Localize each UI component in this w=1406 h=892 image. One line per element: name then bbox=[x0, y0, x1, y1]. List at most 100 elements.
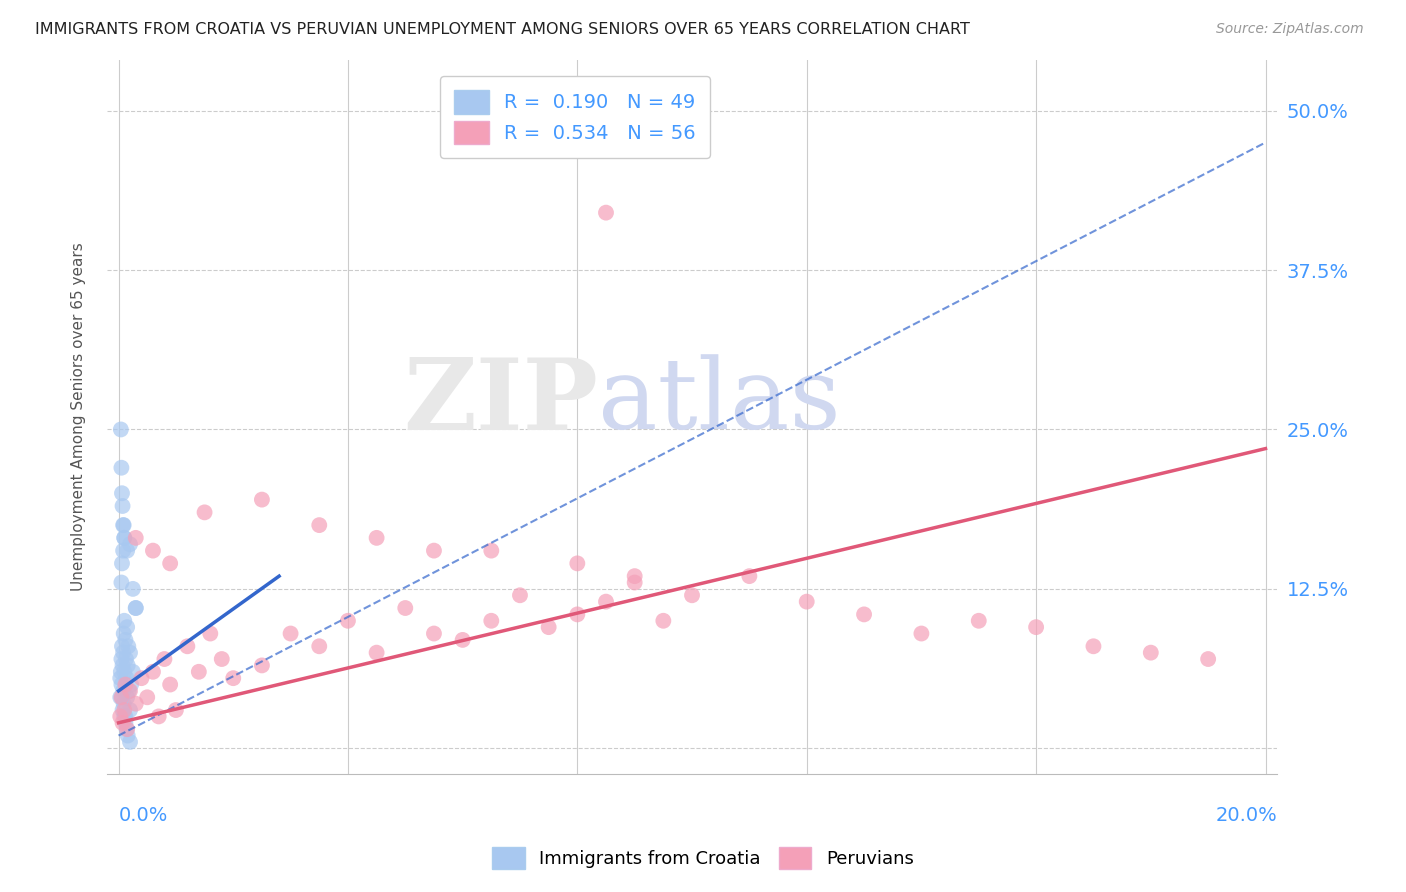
Point bbox=[111, 715, 134, 730]
Point bbox=[125, 531, 148, 545]
Point bbox=[537, 620, 560, 634]
Point bbox=[623, 569, 645, 583]
Point bbox=[131, 671, 153, 685]
Point bbox=[110, 671, 132, 685]
Point bbox=[111, 557, 134, 571]
Point bbox=[136, 690, 159, 705]
Point bbox=[200, 626, 222, 640]
Point bbox=[336, 614, 359, 628]
Point bbox=[115, 652, 138, 666]
Point bbox=[479, 543, 502, 558]
Point bbox=[110, 709, 132, 723]
Point bbox=[853, 607, 876, 622]
Point bbox=[112, 684, 135, 698]
Point bbox=[122, 582, 145, 596]
Point bbox=[595, 594, 617, 608]
Point bbox=[112, 518, 135, 533]
Point bbox=[111, 486, 134, 500]
Point bbox=[187, 665, 209, 679]
Point bbox=[567, 607, 589, 622]
Point bbox=[110, 422, 132, 436]
Point bbox=[125, 601, 148, 615]
Point bbox=[111, 499, 134, 513]
Point bbox=[118, 735, 141, 749]
Point bbox=[681, 588, 703, 602]
Point bbox=[112, 697, 135, 711]
Point bbox=[595, 205, 617, 219]
Point bbox=[114, 632, 136, 647]
Point bbox=[222, 671, 245, 685]
Point bbox=[115, 722, 138, 736]
Point bbox=[366, 531, 388, 545]
Point bbox=[115, 671, 138, 685]
Point bbox=[125, 697, 148, 711]
Text: Source: ZipAtlas.com: Source: ZipAtlas.com bbox=[1216, 22, 1364, 37]
Point bbox=[115, 543, 138, 558]
Y-axis label: Unemployment Among Seniors over 65 years: Unemployment Among Seniors over 65 years bbox=[72, 243, 86, 591]
Point bbox=[112, 626, 135, 640]
Point bbox=[118, 684, 141, 698]
Point bbox=[193, 505, 215, 519]
Point bbox=[111, 690, 134, 705]
Point bbox=[110, 575, 132, 590]
Point bbox=[115, 620, 138, 634]
Point bbox=[1025, 620, 1047, 634]
Point bbox=[153, 652, 176, 666]
Point bbox=[308, 518, 330, 533]
Point bbox=[114, 715, 136, 730]
Point bbox=[1083, 640, 1105, 654]
Point bbox=[112, 703, 135, 717]
Point bbox=[738, 569, 761, 583]
Point bbox=[159, 677, 181, 691]
Point bbox=[967, 614, 990, 628]
Point bbox=[115, 690, 138, 705]
Point bbox=[112, 518, 135, 533]
Point bbox=[114, 677, 136, 691]
Point bbox=[112, 543, 135, 558]
Point bbox=[112, 531, 135, 545]
Point bbox=[567, 557, 589, 571]
Point bbox=[120, 677, 142, 691]
Point bbox=[652, 614, 675, 628]
Point bbox=[110, 665, 132, 679]
Point bbox=[159, 557, 181, 571]
Point bbox=[110, 652, 132, 666]
Point bbox=[142, 665, 165, 679]
Point bbox=[394, 601, 416, 615]
Point bbox=[112, 709, 135, 723]
Point bbox=[142, 543, 165, 558]
Point bbox=[910, 626, 932, 640]
Point bbox=[112, 614, 135, 628]
Point bbox=[118, 684, 141, 698]
Point bbox=[366, 646, 388, 660]
Point bbox=[165, 703, 187, 717]
Point bbox=[250, 658, 273, 673]
Point bbox=[125, 601, 148, 615]
Legend: R =  0.190   N = 49, R =  0.534   N = 56: R = 0.190 N = 49, R = 0.534 N = 56 bbox=[440, 77, 710, 158]
Text: ZIP: ZIP bbox=[404, 354, 599, 451]
Point bbox=[117, 640, 139, 654]
Point bbox=[117, 658, 139, 673]
Point bbox=[118, 646, 141, 660]
Point bbox=[423, 543, 446, 558]
Point bbox=[112, 665, 135, 679]
Point bbox=[111, 658, 134, 673]
Point bbox=[280, 626, 302, 640]
Point bbox=[308, 640, 330, 654]
Point bbox=[176, 640, 198, 654]
Point bbox=[479, 614, 502, 628]
Point bbox=[211, 652, 233, 666]
Point bbox=[148, 709, 170, 723]
Point bbox=[1139, 646, 1161, 660]
Point bbox=[509, 588, 531, 602]
Point bbox=[110, 690, 132, 705]
Point bbox=[115, 722, 138, 736]
Point bbox=[451, 632, 474, 647]
Point bbox=[112, 646, 135, 660]
Point bbox=[122, 665, 145, 679]
Legend: Immigrants from Croatia, Peruvians: Immigrants from Croatia, Peruvians bbox=[484, 838, 922, 879]
Point bbox=[1197, 652, 1219, 666]
Point bbox=[623, 575, 645, 590]
Point bbox=[111, 640, 134, 654]
Point bbox=[117, 729, 139, 743]
